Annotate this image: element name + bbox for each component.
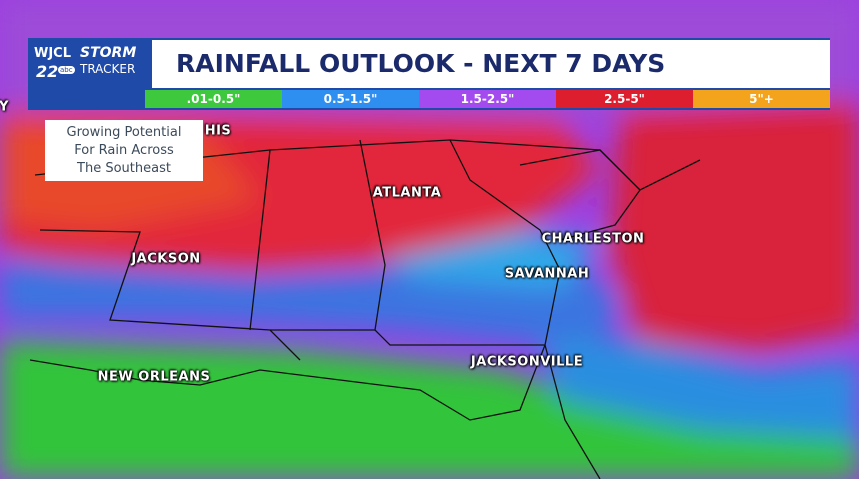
legend-item: 1.5-2.5" xyxy=(419,90,556,108)
network: abc xyxy=(58,66,75,74)
note-line: The Southeast xyxy=(77,161,171,176)
legend-item: 2.5-5" xyxy=(556,90,693,108)
city-label: Y xyxy=(0,99,9,115)
note-line: Growing Potential xyxy=(66,125,182,140)
city-label: JACKSONVILLE xyxy=(470,354,584,370)
city-label: HIS xyxy=(204,123,232,139)
title: RAINFALL OUTLOOK - NEXT 7 DAYS xyxy=(152,40,830,88)
city-label: ATLANTA xyxy=(372,185,442,201)
note-line: For Rain Across xyxy=(74,143,174,158)
state-borders xyxy=(29,139,701,479)
brand-bottom: TRACKER xyxy=(80,62,136,76)
note-box: Growing Potential For Rain Across The So… xyxy=(45,120,203,181)
legend: .01-0.5" 0.5-1.5" 1.5-2.5" 2.5-5" 5"+ xyxy=(145,90,830,108)
city-label: JACKSON xyxy=(131,251,201,267)
channel: 22 xyxy=(36,62,59,81)
city-label: CHARLESTON xyxy=(541,231,645,247)
station: WJCL xyxy=(34,46,72,61)
city-label: NEW ORLEANS xyxy=(97,369,211,385)
city-label: SAVANNAH xyxy=(504,266,590,282)
legend-item: 0.5-1.5" xyxy=(282,90,419,108)
logo: WJCL 22 abc STORM TRACKER xyxy=(28,38,148,90)
header: WJCL 22 abc STORM TRACKER RAINFALL OUTLO… xyxy=(28,38,830,110)
brand-top: STORM xyxy=(80,45,137,61)
legend-item: 5"+ xyxy=(693,90,830,108)
legend-item: .01-0.5" xyxy=(145,90,282,108)
